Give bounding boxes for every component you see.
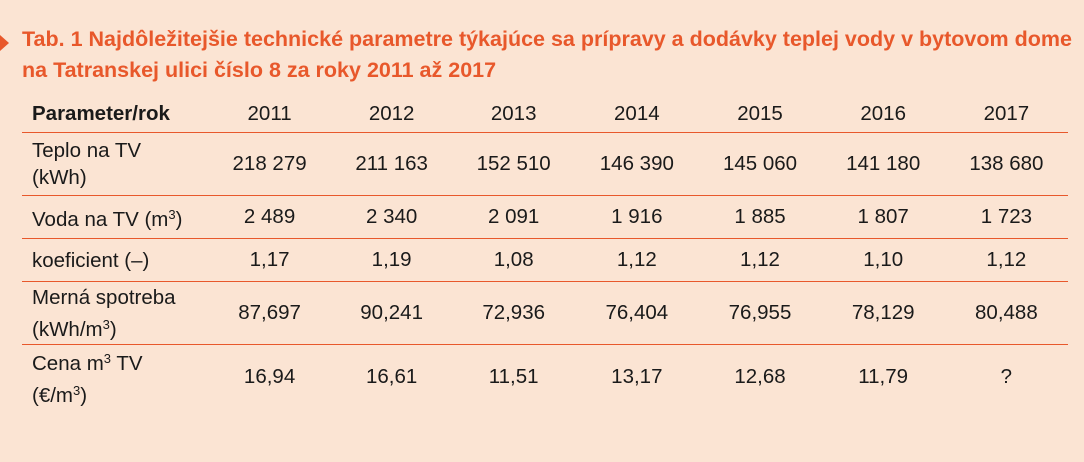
- row-label-coefficient: koeficient (–): [22, 238, 208, 282]
- table-cell: 76,404: [575, 281, 699, 345]
- table-cell: 12,68: [734, 365, 786, 388]
- label-unit: ): [80, 384, 88, 407]
- table-cell: 72,936: [452, 281, 576, 345]
- label-text: ): [175, 208, 183, 231]
- header-cell-year: 2013: [452, 96, 576, 133]
- header-cell-year: 2017: [944, 96, 1068, 133]
- table-cell: 16,94: [243, 365, 296, 388]
- table-cell: 1 916: [575, 195, 699, 239]
- table-cell: 1,19: [331, 238, 453, 282]
- label-line: Teplo na TV: [32, 139, 142, 162]
- table-cell: ?: [1000, 365, 1013, 388]
- table-row-coefficient: koeficient (–) 1,17 1,19 1,08 1,12 1,12 …: [22, 238, 1068, 282]
- table-cell: 141 180: [821, 132, 945, 196]
- label-line: TV: [111, 352, 143, 375]
- table-cell: 218 279: [208, 132, 332, 196]
- table-cell: 2 091: [452, 195, 576, 239]
- header-cell-year: 2011: [208, 96, 332, 133]
- label-superscript: 3: [73, 383, 81, 398]
- table-cell: 80,488: [944, 281, 1068, 345]
- row-label-heat: Teplo na TV (kWh): [22, 132, 208, 196]
- header-cell-year: 2012: [331, 96, 453, 133]
- table-cell: 1,12: [944, 238, 1068, 282]
- table-cell: 1,17: [208, 238, 332, 282]
- label-unit: (€/m: [32, 384, 73, 407]
- table-row-heat: Teplo na TV (kWh) 218 279 211 163 152 510…: [22, 132, 1068, 196]
- table-cell: 78,129: [821, 281, 945, 345]
- title-marker-icon: [0, 35, 9, 51]
- parameters-table: Parameter/rok 2011 2012 2013 2014 2015 2…: [22, 96, 1068, 409]
- table-cell: 90,241: [331, 281, 453, 345]
- table-cell: 16,61: [365, 365, 418, 388]
- table-cell: 2 489: [208, 195, 332, 239]
- table-cell: 13,17: [611, 365, 663, 388]
- header-cell-year: 2014: [575, 96, 699, 133]
- table-cell: 152 510: [452, 132, 576, 196]
- table-row-specific-consumption: Merná spotreba (kWh/m3) 87,697 90,241 72,…: [22, 281, 1068, 345]
- label-unit: (kWh/m: [32, 317, 103, 341]
- table-row-water: Voda na TV (m3) 2 489 2 340 2 091 1 916 …: [22, 195, 1068, 239]
- table-header-row: Parameter/rok 2011 2012 2013 2014 2015 2…: [22, 96, 1068, 133]
- label-text: Voda na TV (m: [32, 208, 169, 231]
- header-cell-parameter: Parameter/rok: [22, 96, 208, 133]
- header-cell-year: 2015: [698, 96, 822, 133]
- table-cell: 76,955: [698, 281, 822, 345]
- table-row-price: Cena m3 TV (€/m3) 16,94 16,61 11,51 13,17…: [22, 345, 1068, 410]
- label-unit: (kWh): [32, 166, 87, 189]
- row-label-water: Voda na TV (m3): [22, 195, 208, 239]
- label-superscript: 3: [102, 316, 110, 332]
- label-line: Merná spotreba: [32, 285, 176, 309]
- table-cell: 1 885: [698, 195, 822, 239]
- table-cell: 211 163: [331, 132, 453, 196]
- table-cell: 1 723: [944, 195, 1068, 239]
- table-cell: 87,697: [208, 281, 332, 345]
- label-unit: ): [109, 317, 117, 341]
- table-cell: 146 390: [575, 132, 699, 196]
- label-superscript: 3: [103, 351, 112, 366]
- row-label-specific-consumption: Merná spotreba (kWh/m3): [22, 281, 208, 345]
- table-cell: 2 340: [331, 195, 453, 239]
- table-cell: 11,79: [858, 365, 909, 388]
- table-cell: 1 807: [821, 195, 945, 239]
- header-cell-year: 2016: [821, 96, 945, 133]
- table-cell: 1,12: [575, 238, 699, 282]
- table-cell: 11,51: [488, 365, 539, 388]
- label-superscript: 3: [168, 207, 176, 222]
- table-cell: 145 060: [698, 132, 822, 196]
- table-cell: 1,10: [821, 238, 945, 282]
- table-cell: 1,08: [452, 238, 576, 282]
- table-title: Tab. 1 Najdôležitejšie technické paramet…: [22, 27, 1072, 82]
- table-cell: 138 680: [944, 132, 1068, 196]
- table-cell: 1,12: [698, 238, 822, 282]
- row-label-price: Cena m3 TV (€/m3): [22, 345, 208, 410]
- label-line: Cena m: [32, 352, 104, 375]
